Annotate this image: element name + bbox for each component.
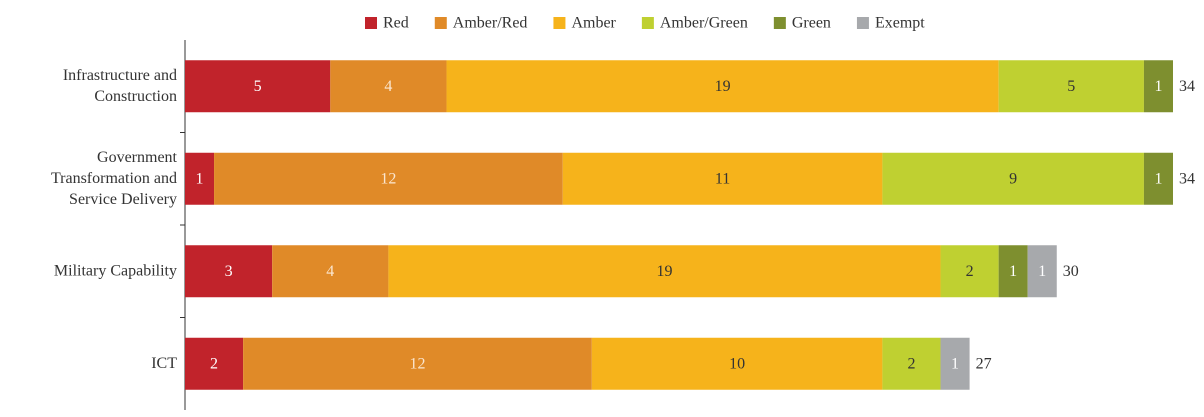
bar-segment — [330, 60, 447, 113]
data-label: 2 — [966, 263, 974, 280]
bar-segment — [882, 152, 1144, 205]
legend-swatch — [365, 17, 377, 29]
total-label: 27 — [976, 355, 992, 372]
bar-segment — [882, 337, 941, 390]
data-label: 12 — [409, 355, 425, 372]
legend-swatch — [856, 17, 869, 29]
category-line: Service Delivery — [69, 190, 177, 207]
category-label: ICT — [151, 354, 177, 371]
legend-swatch — [553, 17, 566, 29]
bar-segment — [446, 60, 999, 113]
data-label: 12 — [380, 170, 396, 187]
category-line: Infrastructure and — [63, 66, 177, 83]
total-label: 30 — [1063, 263, 1079, 280]
legend-swatch — [773, 17, 786, 29]
bar-segment — [1143, 60, 1173, 113]
bar-segment — [214, 152, 563, 205]
data-label: 1 — [1154, 170, 1162, 187]
data-label: 3 — [225, 263, 233, 280]
bar-segment — [243, 337, 592, 390]
bar-segment — [940, 337, 970, 390]
category-line: Government — [97, 148, 178, 165]
data-label: 10 — [729, 355, 745, 372]
legend-label: Amber/Green — [660, 15, 748, 32]
category-line: ICT — [151, 354, 177, 371]
data-label: 1 — [1009, 263, 1017, 280]
data-label: 1 — [1154, 78, 1162, 95]
data-label: 5 — [1067, 78, 1075, 95]
legend-label: Amber — [571, 15, 616, 32]
category-line: Transformation and — [51, 169, 177, 186]
legend-label: Amber/Red — [453, 15, 528, 32]
legend-label: Green — [792, 15, 831, 32]
legend-label: Exempt — [875, 15, 925, 32]
data-label: 1 — [1038, 263, 1046, 280]
category-line: Construction — [94, 87, 177, 104]
data-label: 1 — [196, 170, 204, 187]
data-label: 2 — [210, 355, 218, 372]
legend-label: Red — [383, 15, 409, 32]
data-label: 9 — [1009, 170, 1017, 187]
data-label: 1 — [951, 355, 959, 372]
data-label: 4 — [326, 263, 334, 280]
category-line: Military Capability — [54, 262, 177, 279]
category-label: Government Transformation and Service Deli… — [51, 148, 178, 207]
bar-segment — [185, 245, 273, 298]
data-label: 5 — [254, 78, 262, 95]
bar-segment — [940, 245, 999, 298]
legend-swatch — [641, 17, 654, 29]
bar-segment — [591, 337, 883, 390]
bar-segment — [998, 60, 1144, 113]
data-label: 19 — [656, 263, 672, 280]
bar-segment — [185, 60, 331, 113]
bar-segment — [185, 337, 244, 390]
bar-segment — [388, 245, 941, 298]
category-label: Infrastructure and Construction — [63, 66, 177, 104]
bar-segment — [1143, 152, 1173, 205]
bar-segment — [998, 245, 1028, 298]
bar-segment — [562, 152, 883, 205]
data-label: 19 — [715, 78, 731, 95]
total-label: 34 — [1179, 170, 1195, 187]
bar-segment — [1027, 245, 1057, 298]
category-label: Military Capability — [54, 262, 177, 279]
total-label: 34 — [1179, 78, 1195, 95]
data-label: 4 — [384, 78, 392, 95]
bar-segment — [272, 245, 389, 298]
bar-segment — [185, 152, 215, 205]
legend-swatch — [434, 17, 447, 29]
data-label: 11 — [715, 170, 730, 187]
data-label: 2 — [907, 355, 915, 372]
